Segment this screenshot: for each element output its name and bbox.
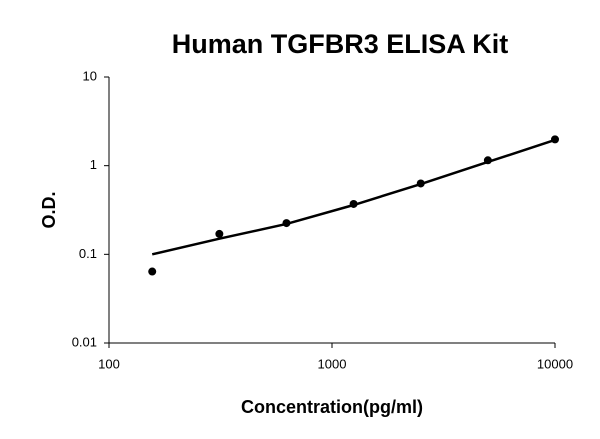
data-point <box>215 229 224 238</box>
y-tick-label: 0.1 <box>79 246 97 261</box>
y-tick-label: 10 <box>83 68 97 83</box>
x-tick-label: 1000 <box>318 356 347 371</box>
y-axis-title: O.D. <box>39 191 59 228</box>
y-tick-label: 1 <box>90 157 97 172</box>
x-tick-label: 100 <box>98 356 120 371</box>
fit-line <box>151 138 556 256</box>
y-tick-label: 0.01 <box>72 334 97 349</box>
chart-title: Human TGFBR3 ELISA Kit <box>172 29 509 59</box>
data-point <box>148 267 157 276</box>
x-tick-label: 10000 <box>537 356 573 371</box>
x-axis-title: Concentration(pg/ml) <box>241 397 423 417</box>
